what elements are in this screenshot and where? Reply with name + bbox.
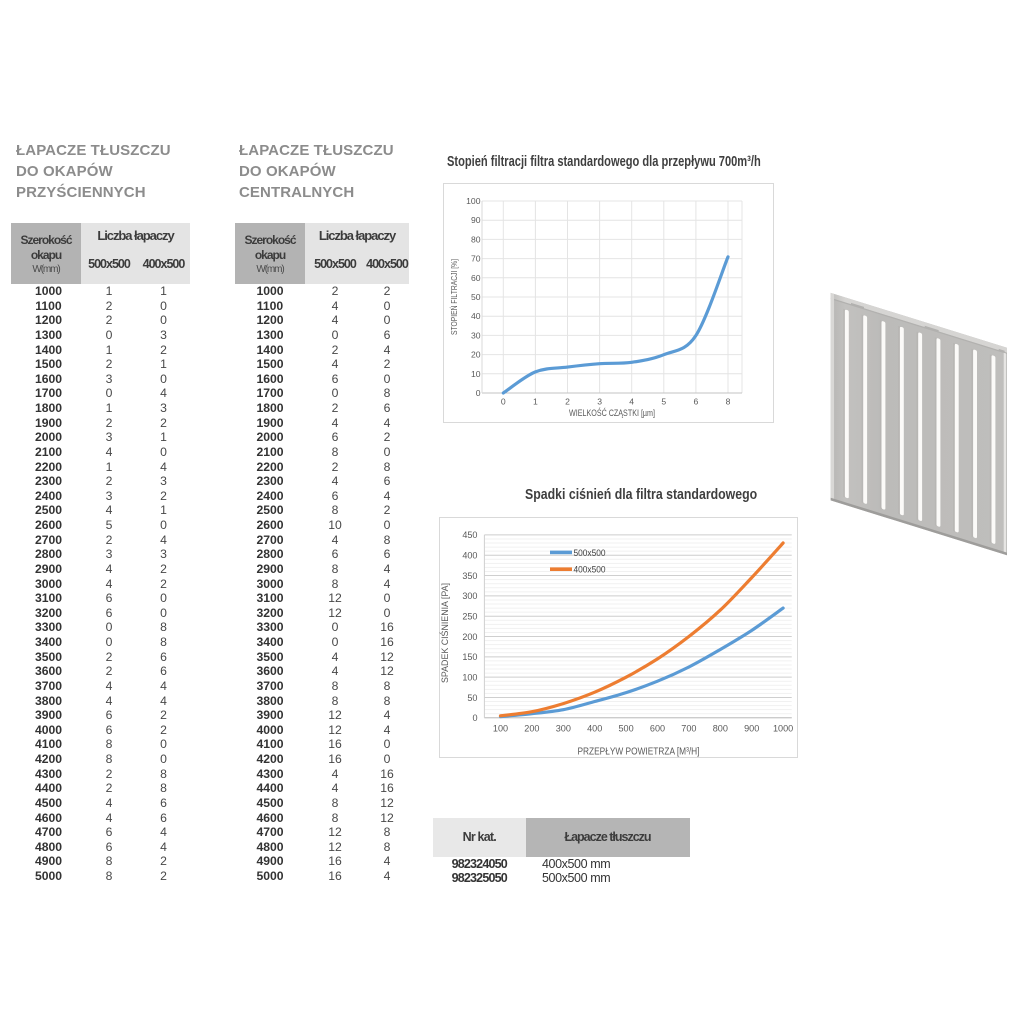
svg-text:10: 10 xyxy=(471,369,481,379)
svg-text:0: 0 xyxy=(501,397,506,407)
svg-text:60: 60 xyxy=(471,273,481,283)
svg-text:100: 100 xyxy=(493,724,508,734)
svg-text:6: 6 xyxy=(694,397,699,407)
svg-text:0: 0 xyxy=(472,713,477,723)
svg-text:80: 80 xyxy=(471,234,481,244)
svg-text:4: 4 xyxy=(629,397,634,407)
svg-text:0: 0 xyxy=(476,388,481,398)
svg-text:8: 8 xyxy=(726,397,731,407)
svg-text:350: 350 xyxy=(462,571,477,581)
svg-text:300: 300 xyxy=(462,591,477,601)
svg-text:70: 70 xyxy=(471,254,481,264)
svg-text:100: 100 xyxy=(466,196,481,206)
svg-text:3: 3 xyxy=(597,397,602,407)
svg-text:700: 700 xyxy=(681,724,696,734)
svg-text:600: 600 xyxy=(650,724,665,734)
svg-text:50: 50 xyxy=(471,292,481,302)
svg-text:250: 250 xyxy=(462,612,477,622)
svg-text:500: 500 xyxy=(619,724,634,734)
svg-text:30: 30 xyxy=(471,330,481,340)
svg-text:450: 450 xyxy=(462,530,477,540)
svg-text:400: 400 xyxy=(587,724,602,734)
svg-text:5: 5 xyxy=(661,397,666,407)
svg-text:400x500: 400x500 xyxy=(574,565,606,576)
svg-text:400: 400 xyxy=(462,551,477,561)
svg-text:800: 800 xyxy=(713,724,728,734)
svg-text:900: 900 xyxy=(744,724,759,734)
svg-text:WIELKOŚĆ CZĄSTKI [µm]: WIELKOŚĆ CZĄSTKI [µm] xyxy=(569,407,655,419)
svg-text:2: 2 xyxy=(565,397,570,407)
svg-text:150: 150 xyxy=(462,652,477,662)
svg-text:STOPIEŃ FILTRACJI [%]: STOPIEŃ FILTRACJI [%] xyxy=(449,259,459,335)
svg-text:200: 200 xyxy=(524,724,539,734)
svg-text:200: 200 xyxy=(462,632,477,642)
svg-text:1: 1 xyxy=(533,397,538,407)
svg-text:40: 40 xyxy=(471,311,481,321)
svg-text:500x500: 500x500 xyxy=(574,548,606,559)
svg-text:20: 20 xyxy=(471,350,481,360)
svg-text:90: 90 xyxy=(471,215,481,225)
svg-text:100: 100 xyxy=(462,673,477,683)
svg-text:PRZEPŁYW POWIETRZA [M³/H]: PRZEPŁYW POWIETRZA [M³/H] xyxy=(578,747,700,758)
svg-text:300: 300 xyxy=(556,724,571,734)
svg-text:1000: 1000 xyxy=(773,724,793,734)
svg-text:SPADEK CIŚNIENIA [PA]: SPADEK CIŚNIENIA [PA] xyxy=(439,583,451,683)
svg-text:50: 50 xyxy=(467,693,477,703)
